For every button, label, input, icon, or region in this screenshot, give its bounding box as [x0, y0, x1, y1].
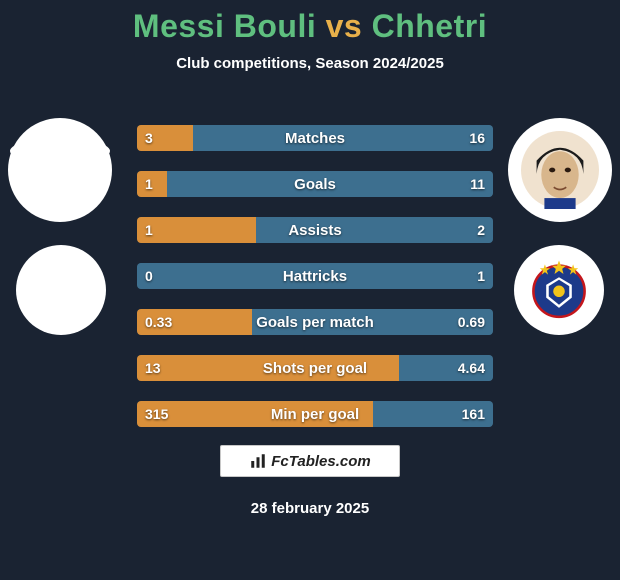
- bar-label: Assists: [137, 217, 493, 243]
- player1-avatar: [8, 118, 112, 222]
- bar-label: Goals per match: [137, 309, 493, 335]
- bar-value-left: 315: [137, 401, 176, 427]
- player2-name: Chhetri: [372, 8, 488, 44]
- bar-value-left: 13: [137, 355, 169, 381]
- bar-value-left: 1: [137, 217, 161, 243]
- bar-label: Matches: [137, 125, 493, 151]
- stat-bar-row: Matches3 16: [137, 125, 493, 151]
- bar-value-left: 0: [137, 263, 161, 289]
- bar-value-right: 0.69: [450, 309, 493, 335]
- bar-value-left: 0.33: [137, 309, 180, 335]
- stat-bar-row: Shots per goal13 4.64: [137, 355, 493, 381]
- player1-club-logo: [16, 245, 106, 335]
- face-icon: [521, 131, 599, 209]
- bar-value-left: 1: [137, 171, 161, 197]
- bar-value-right: 11: [462, 171, 493, 197]
- player1-name: Messi Bouli: [133, 8, 316, 44]
- bar-chart-icon: [249, 452, 267, 470]
- club-crest-icon: [527, 258, 591, 322]
- bar-value-right: 16: [461, 125, 493, 151]
- bar-value-right: 1: [469, 263, 493, 289]
- comparison-title: Messi Bouli vs Chhetri: [0, 0, 620, 45]
- bar-value-right: 161: [454, 401, 493, 427]
- bar-label: Shots per goal: [137, 355, 493, 381]
- bar-label: Hattricks: [137, 263, 493, 289]
- stat-bar-row: Assists1 2: [137, 217, 493, 243]
- brand-text: FcTables.com: [271, 453, 370, 470]
- stat-bar-row: Hattricks0 1: [137, 263, 493, 289]
- subtitle: Club competitions, Season 2024/2025: [0, 55, 620, 72]
- bar-label: Min per goal: [137, 401, 493, 427]
- bar-value-right: 4.64: [450, 355, 493, 381]
- title-vs: vs: [326, 8, 363, 44]
- bar-label: Goals: [137, 171, 493, 197]
- player2-avatar: [508, 118, 612, 222]
- bar-value-left: 3: [137, 125, 161, 151]
- date-label: 28 february 2025: [0, 500, 620, 517]
- fctables-badge: FcTables.com: [220, 445, 400, 477]
- stat-bars: Matches316Goals111Assists12Hattricks01Go…: [137, 125, 493, 447]
- bar-value-right: 2: [469, 217, 493, 243]
- stat-bar-row: Goals111: [137, 171, 493, 197]
- stat-bar-row: Goals per match0.33 0.69: [137, 309, 493, 335]
- player2-club-logo: [514, 245, 604, 335]
- stat-bar-row: Min per goal315 161: [137, 401, 493, 427]
